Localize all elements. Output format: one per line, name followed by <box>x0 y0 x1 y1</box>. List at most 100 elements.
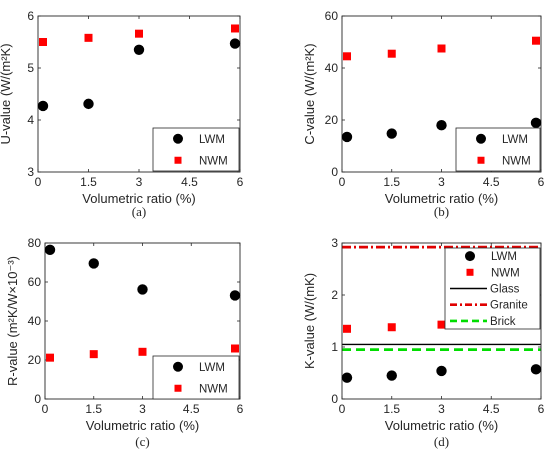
y-tick-label: 60 <box>28 275 42 289</box>
data-point-lwm <box>83 98 94 110</box>
x-axis-label: Volumetric ratio (%) <box>385 418 498 433</box>
data-point-lwm <box>436 120 447 131</box>
x-tick-label: 1.5 <box>383 402 400 416</box>
legend-label-lwm: LWM <box>491 251 517 263</box>
data-point-nwm <box>437 44 446 53</box>
x-tick-label: 3 <box>438 402 445 416</box>
y-tick-label: 4 <box>27 113 34 127</box>
data-point-lwm <box>341 131 353 143</box>
legend: LWM NWM <box>152 127 240 172</box>
data-point-lwm <box>341 372 353 383</box>
legend-marker-lwm <box>173 133 183 144</box>
data-point-nwm <box>343 324 351 333</box>
legend-marker-nwm <box>174 384 182 392</box>
legend-box <box>455 127 541 172</box>
x-tick-label: 4.5 <box>181 175 198 189</box>
y-axis-label: U-value (W/(m²K) <box>0 43 13 144</box>
y-tick-label: 5 <box>27 61 34 75</box>
y-axis-label: R-value (m²K/W×10⁻³) <box>5 256 20 386</box>
y-tick-label: 0 <box>34 392 41 406</box>
data-point-nwm <box>135 29 143 38</box>
legend-marker-lwm <box>173 361 183 372</box>
data-point-lwm <box>436 365 447 377</box>
panel-label: (c) <box>135 434 149 449</box>
data-point-lwm <box>44 244 56 256</box>
data-point-nwm <box>343 52 351 61</box>
y-tick-label: 3 <box>331 236 338 250</box>
data-point-lwm <box>386 370 397 381</box>
legend-label-lwm: LWM <box>199 362 225 374</box>
legend: LWM NWM <box>455 127 541 172</box>
y-tick-label: 20 <box>325 113 339 127</box>
x-tick-label: 4.5 <box>483 402 500 416</box>
x-axis-label: Volumetric ratio (%) <box>86 418 199 433</box>
data-point-lwm <box>88 258 99 269</box>
x-tick-label: 0 <box>35 175 42 189</box>
panel-d: 0 1.5 3 4.5 6 0 1 2 3 Volumetric ratio (%) K-value… <box>302 236 545 449</box>
x-tick-label: 3 <box>139 402 146 416</box>
legend-label-granite: Granite <box>490 300 528 312</box>
x-tick-label: 3 <box>136 175 143 189</box>
x-tick-label: 6 <box>538 402 545 416</box>
x-tick-label: 4.5 <box>183 402 200 416</box>
data-point-lwm <box>133 44 145 55</box>
y-tick-label: 20 <box>28 353 42 367</box>
x-tick-label: 6 <box>538 175 545 189</box>
legend-label-nwm: NWM <box>491 267 520 279</box>
y-tick-label: 3 <box>27 165 34 179</box>
legend-marker-lwm <box>476 133 486 144</box>
y-tick-label: 40 <box>28 314 42 328</box>
y-axis-label: K-value (W/(mK) <box>302 273 317 369</box>
legend-label-nwm: NWM <box>199 383 228 395</box>
y-tick-label: 60 <box>325 9 339 23</box>
data-point-nwm <box>46 353 54 362</box>
data-point-lwm <box>37 100 49 112</box>
legend-box <box>152 355 240 400</box>
x-tick-label: 1.5 <box>383 175 400 189</box>
x-axis-label: Volumetric ratio (%) <box>82 191 195 206</box>
data-point-nwm <box>231 344 239 353</box>
x-tick-label: 3 <box>438 175 445 189</box>
x-tick-label: 0 <box>339 175 346 189</box>
legend-label-lwm: LWM <box>199 134 225 146</box>
panel-a: 0 1.5 3 4.5 6 3 4 5 6 Volumetric ratio (%) U-value… <box>0 9 244 219</box>
data-point-nwm <box>387 323 396 332</box>
y-axis-label: C-value (W/(m²K) <box>302 43 317 144</box>
y-tick-label: 40 <box>325 61 339 75</box>
data-point-nwm <box>437 320 446 329</box>
data-point-nwm <box>532 36 540 45</box>
legend-box <box>152 127 240 172</box>
y-tick-label: 0 <box>331 392 338 406</box>
legend-marker-lwm <box>465 251 475 262</box>
y-tick-label: 6 <box>27 9 34 23</box>
x-tick-label: 4.5 <box>483 175 500 189</box>
panel-label: (b) <box>434 204 449 219</box>
data-point-nwm <box>89 350 98 359</box>
panel-label: (a) <box>132 204 146 219</box>
data-point-lwm <box>229 38 241 49</box>
y-tick-label: 80 <box>28 236 42 250</box>
legend: LWM NWM Glass Granite Brick <box>444 247 541 330</box>
legend-marker-nwm <box>466 268 474 276</box>
data-point-nwm <box>84 33 93 42</box>
legend-label-nwm: NWM <box>199 155 228 167</box>
data-point-lwm <box>386 128 397 139</box>
data-point-nwm <box>138 347 147 356</box>
y-tick-label: 2 <box>331 288 338 302</box>
data-point-nwm <box>39 38 47 46</box>
legend-marker-nwm <box>174 156 182 164</box>
y-tick-label: 1 <box>331 340 338 354</box>
x-tick-label: 0 <box>339 402 346 416</box>
x-tick-label: 0 <box>42 402 49 416</box>
legend: LWM NWM <box>152 355 240 400</box>
legend-label-brick: Brick <box>490 316 516 328</box>
x-tick-label: 1.5 <box>85 402 102 416</box>
data-point-nwm <box>387 49 396 58</box>
panel-label: (d) <box>434 434 449 449</box>
legend-label-lwm: LWM <box>502 134 528 146</box>
x-tick-label: 6 <box>237 175 244 189</box>
y-tick-label: 0 <box>331 165 338 179</box>
